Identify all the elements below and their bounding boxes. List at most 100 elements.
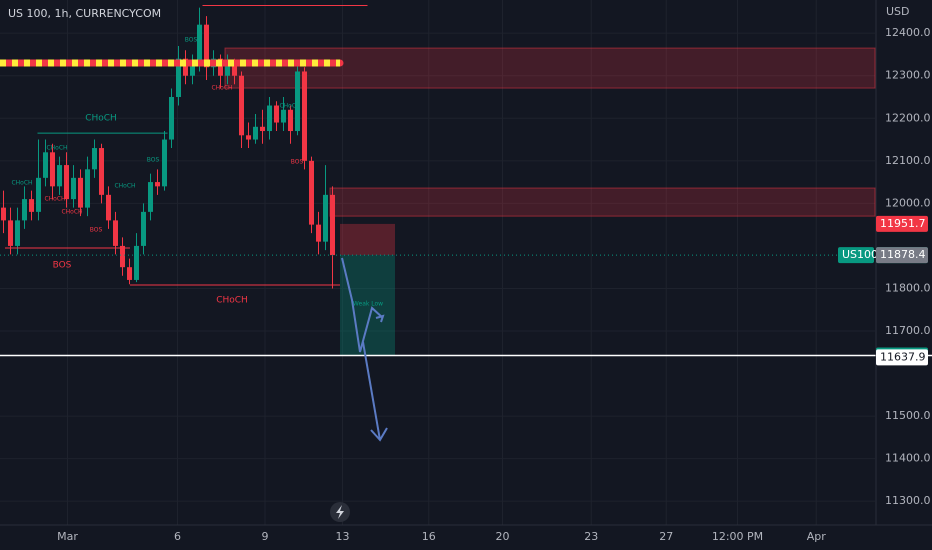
axes: 12400.0 12300.0 12200.0 12100.0 12000.0 11800…: [57, 26, 930, 543]
supply-zone: [329, 187, 876, 217]
candle-body: [330, 194, 335, 256]
candle-body: [1, 207, 6, 221]
annotation: BOS: [53, 261, 72, 271]
candle-body: [183, 58, 188, 76]
y-tick-label: 12300.0: [885, 69, 931, 82]
arrow-head: [370, 427, 388, 442]
annotation: CHoCH: [279, 103, 300, 110]
candle-body: [57, 165, 62, 187]
supply-zone: [224, 47, 876, 89]
target-zone: [340, 255, 395, 356]
price-tag: [876, 349, 928, 366]
candle-body: [218, 58, 223, 76]
candle-body: [148, 182, 153, 212]
annotation: BOS: [185, 37, 198, 44]
y-tick-label: 11700.0: [885, 324, 931, 337]
candle-body: [274, 105, 279, 123]
y-tick-label: 12000.0: [885, 196, 931, 209]
candle-body: [127, 267, 132, 280]
candle-body: [15, 220, 20, 246]
candle-body: [106, 194, 111, 221]
candle-body: [176, 58, 181, 98]
arrow-head: [375, 314, 385, 323]
candle-body: [92, 148, 97, 170]
y-tick-label: 12200.0: [885, 111, 931, 124]
candle-body: [225, 62, 230, 76]
annotation: CHoCH: [114, 183, 135, 190]
candle-body: [288, 109, 293, 132]
price-tags: 11951.711878.4US10011878.411642.311637.9: [838, 215, 928, 366]
candle-body: [309, 160, 314, 225]
annotation: CHoCH: [211, 85, 232, 92]
candle-body: [295, 71, 300, 132]
x-tick-label: Apr: [807, 530, 827, 543]
candle-body: [155, 182, 160, 187]
candle-body: [36, 177, 41, 212]
y-tick-label: 11300.0: [885, 494, 931, 507]
y-tick-label: 11800.0: [885, 281, 931, 294]
x-tick-label: 27: [659, 530, 673, 543]
candle-body: [169, 97, 174, 140]
candle-body: [99, 148, 104, 195]
candle-body: [316, 224, 321, 242]
annotation: BOS: [291, 159, 304, 166]
candle-body: [197, 24, 202, 63]
y-tick-label: 11400.0: [885, 452, 931, 465]
candle-body: [204, 24, 209, 68]
candle-body: [239, 75, 244, 136]
candle-body: [246, 135, 251, 140]
y-tick-label: 11500.0: [885, 409, 931, 422]
annotation: BOS: [147, 157, 160, 164]
candle-body: [302, 71, 307, 161]
candle-body: [190, 62, 195, 76]
candle-body: [8, 220, 13, 246]
price-tag: [876, 247, 928, 264]
candle-body: [50, 152, 55, 187]
annotation: CHoCH: [216, 296, 248, 306]
levels: [0, 5, 932, 357]
x-tick-label: Mar: [57, 530, 78, 543]
x-tick-label: 13: [336, 530, 350, 543]
stop-zone: [340, 223, 395, 256]
x-tick-label: 20: [496, 530, 510, 543]
grid: [0, 0, 875, 525]
annotation: CHoCH: [61, 209, 82, 216]
x-tick-label: 16: [422, 530, 436, 543]
candle-body: [260, 126, 265, 132]
candle-body: [43, 152, 48, 178]
x-tick-label: 9: [262, 530, 269, 543]
chart-title: US 100, 1h, CURRENCYCOM: [8, 7, 161, 20]
y-tick-label: 12400.0: [885, 26, 931, 39]
arrow-path: [362, 341, 381, 441]
annotation: CHoCH: [44, 196, 65, 203]
candle-body: [253, 126, 258, 140]
annotation: CHoCH: [46, 145, 67, 152]
symbol-tag: [838, 247, 874, 264]
candle-body: [141, 211, 146, 246]
candle-body: [281, 109, 286, 123]
candle-body: [267, 105, 272, 132]
replay-icon[interactable]: [330, 502, 350, 522]
candle-body: [22, 199, 27, 221]
candle-body: [71, 177, 76, 200]
x-tick-label: 23: [584, 530, 598, 543]
icon-bolt[interactable]: [336, 505, 344, 519]
price-tag: [876, 215, 928, 232]
candles: [1, 7, 335, 289]
candle-body: [120, 245, 125, 268]
zones: [224, 47, 876, 356]
annotation: BOS: [90, 227, 103, 234]
symbol-tag-label: US100: [842, 248, 878, 261]
candle-body: [29, 199, 34, 212]
candle-body: [323, 194, 328, 242]
currency-label: USD: [886, 5, 910, 18]
arrow-path: [341, 257, 384, 353]
x-tick-label: 6: [174, 530, 181, 543]
candle-body: [232, 62, 237, 76]
annotation: CHoCH: [11, 180, 32, 187]
candle-body: [113, 220, 118, 246]
candle-body: [134, 245, 139, 280]
annotations: CHoCH BOS CHoCH Weak Low CHoCH CHoCH CHoCH CHoC…: [11, 37, 383, 308]
